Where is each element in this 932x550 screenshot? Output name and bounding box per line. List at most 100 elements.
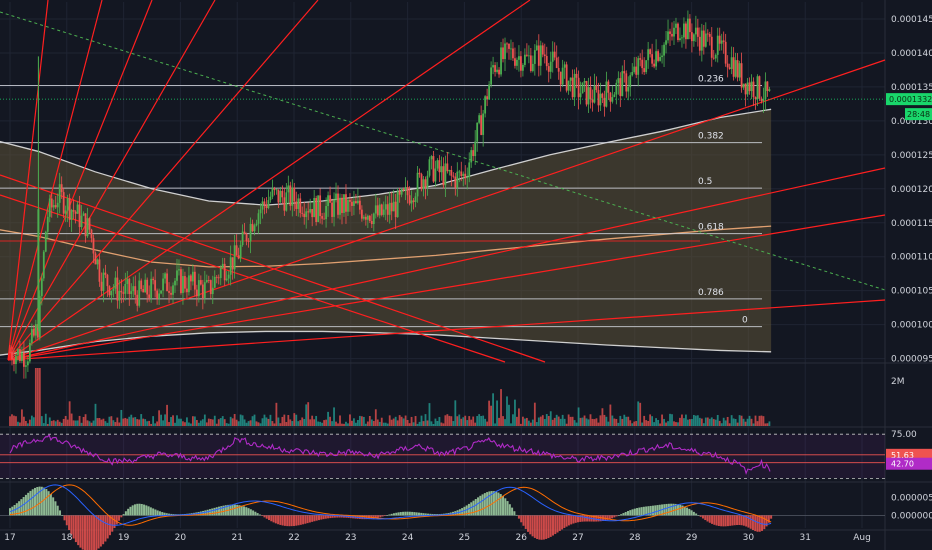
volume-bar <box>718 420 721 426</box>
candle-body <box>126 278 129 284</box>
candle-body <box>675 23 677 28</box>
candle-body <box>752 81 755 98</box>
volume-bar <box>110 416 113 426</box>
macd-histogram-bar <box>533 515 536 538</box>
candle-body <box>651 54 654 64</box>
volume-bar <box>188 422 190 426</box>
candle-body <box>500 47 502 75</box>
macd-histogram-bar <box>27 492 30 516</box>
candle-body <box>581 82 584 94</box>
candle-body <box>565 64 568 91</box>
candle-body <box>661 55 663 58</box>
macd-histogram-bar <box>58 510 61 516</box>
candle-body <box>446 163 449 172</box>
volume-bar <box>559 418 562 426</box>
macd-histogram-bar <box>265 515 268 519</box>
macd-histogram-bar <box>145 505 148 516</box>
candle-body <box>557 67 560 72</box>
volume-bar <box>665 422 667 426</box>
candle-body <box>702 30 705 47</box>
macd-histogram-bar <box>249 509 252 516</box>
candle-body <box>394 201 397 218</box>
candle-body <box>750 81 753 92</box>
candle-body <box>440 166 443 173</box>
candle-body <box>213 276 216 288</box>
volume-bar <box>573 420 576 426</box>
volume-bar <box>490 405 492 426</box>
candle-body <box>510 48 512 50</box>
candle-body <box>615 82 618 95</box>
candle-body <box>88 218 91 230</box>
volume-bar <box>360 416 363 426</box>
candle-body <box>388 202 391 215</box>
macd-histogram-bar <box>624 512 627 516</box>
candle-body <box>390 202 393 212</box>
macd-histogram-bar <box>154 509 157 516</box>
volume-bar <box>271 421 274 426</box>
macd-histogram-bar <box>481 494 484 516</box>
macd-histogram-bar <box>49 493 52 516</box>
candle-body <box>364 216 367 220</box>
volume-bar <box>456 416 459 426</box>
volume-bar <box>193 416 196 426</box>
macd-histogram-bar <box>552 515 555 536</box>
macd-histogram-bar <box>579 515 582 522</box>
candle-body <box>688 18 691 33</box>
volume-bar <box>253 414 256 426</box>
candle-body <box>180 269 182 293</box>
volume-bar <box>364 423 367 426</box>
macd-histogram-bar <box>295 515 298 526</box>
candle-body <box>639 58 642 60</box>
macd-histogram-bar <box>617 515 620 516</box>
candle-body <box>100 281 103 291</box>
gann-fan-line <box>7 299 886 361</box>
candle-body <box>408 195 411 204</box>
candle-body <box>551 51 554 62</box>
volume-bar <box>160 414 162 426</box>
macd-histogram-bar <box>506 501 509 516</box>
macd-histogram-bar <box>383 515 386 516</box>
macd-histogram-bar <box>720 515 723 527</box>
volume-bar <box>496 400 498 426</box>
volume-bar <box>663 418 665 426</box>
candle-body <box>726 63 729 68</box>
volume-bar <box>635 421 638 426</box>
volume-bar <box>430 421 433 426</box>
candle-body <box>569 77 572 81</box>
macd-histogram-bar <box>333 515 336 518</box>
candle-body <box>132 286 135 292</box>
volume-bar <box>301 417 304 426</box>
candle-body <box>502 47 504 60</box>
volume-bar <box>448 415 451 426</box>
volume-bar <box>726 416 729 426</box>
macd-histogram-bar <box>629 510 632 516</box>
macd-histogram-bar <box>465 505 468 516</box>
candle-body <box>23 352 25 367</box>
macd-histogram-bar <box>686 507 689 516</box>
candle-body <box>309 209 312 213</box>
volume-bar <box>720 423 723 426</box>
candle-body <box>225 278 228 281</box>
candle-body <box>384 204 387 210</box>
candle-body <box>160 290 162 294</box>
macd-histogram-bar <box>492 491 495 516</box>
candle-body <box>690 32 693 42</box>
volume-bar <box>758 415 761 426</box>
candle-body <box>172 285 174 295</box>
volume-bar <box>637 401 640 426</box>
macd-histogram-bar <box>736 515 739 526</box>
candle-body <box>207 279 210 281</box>
candle-body <box>275 189 278 191</box>
macd-histogram-bar <box>202 510 205 516</box>
last-price-tag <box>886 93 932 106</box>
volume-bar <box>219 418 222 426</box>
candle-body <box>191 271 194 282</box>
volume-bar <box>9 416 11 426</box>
macd-histogram-bar <box>763 515 766 530</box>
volume-bar <box>335 421 337 426</box>
candle-body <box>531 63 534 71</box>
volume-bar <box>309 419 312 426</box>
candle-body <box>281 190 284 198</box>
candle-body <box>323 218 326 220</box>
volume-bar <box>229 416 232 426</box>
